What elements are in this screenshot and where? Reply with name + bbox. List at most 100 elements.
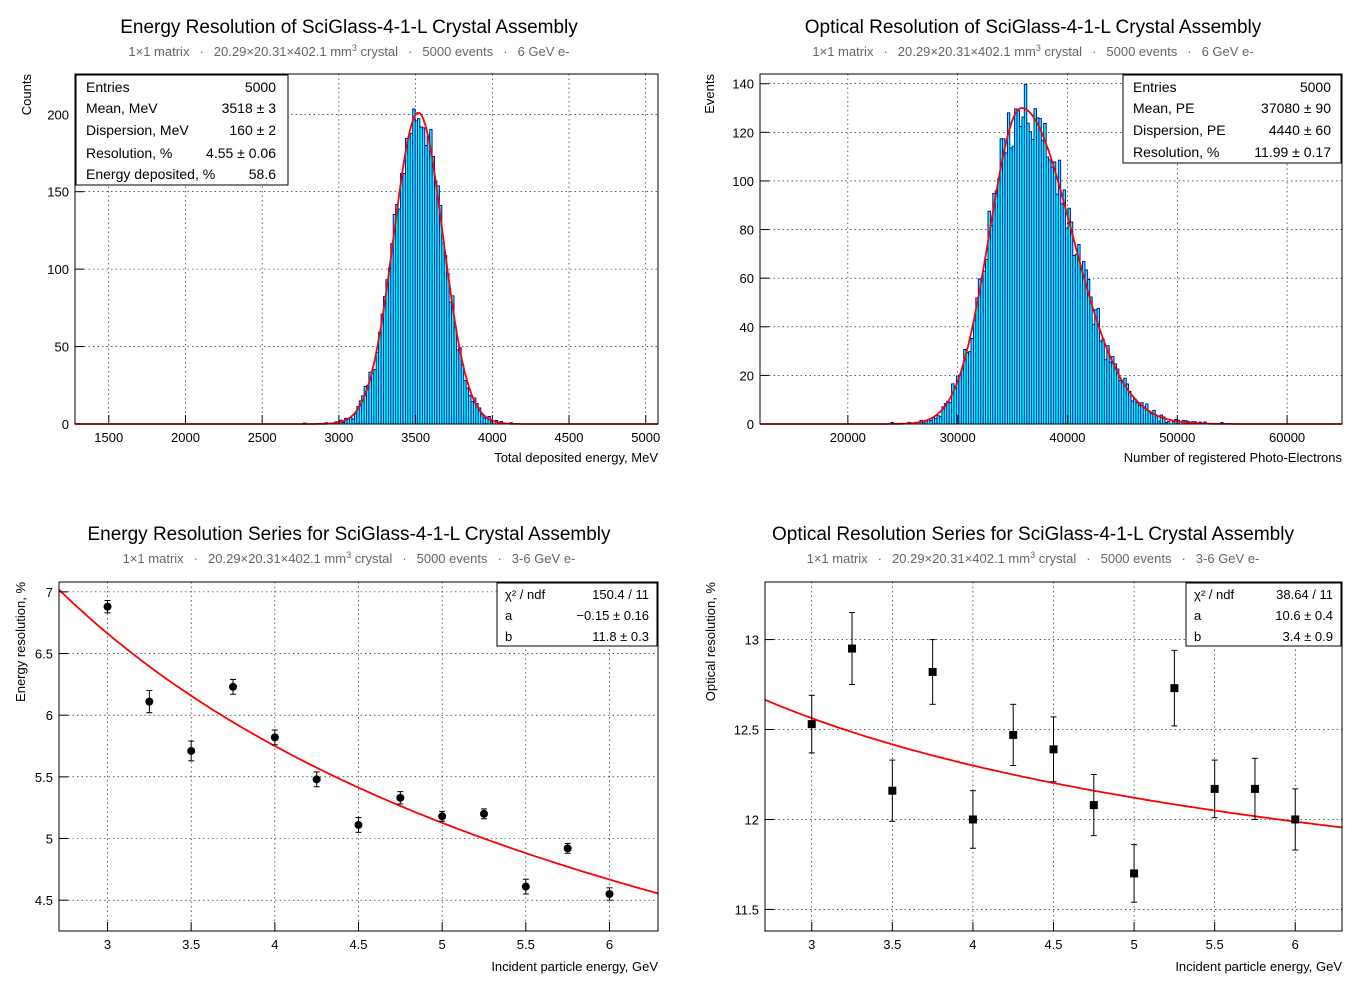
histogram-bar — [1038, 118, 1042, 425]
histogram-bar — [371, 373, 374, 424]
fit-curve — [58, 588, 659, 895]
data-points — [807, 612, 1300, 903]
subtitle-events: 5000 events — [1101, 551, 1172, 566]
x-tick-label: 6 — [1292, 937, 1299, 952]
data-point — [479, 809, 488, 818]
histogram-bar — [1024, 84, 1027, 425]
histogram-bar — [405, 138, 408, 424]
y-tick-label: 100 — [47, 262, 69, 277]
histogram-bar — [1058, 160, 1061, 424]
histogram-bar — [427, 135, 430, 425]
x-tick-label: 4500 — [555, 430, 584, 445]
stats-label: b — [1194, 629, 1201, 644]
stats-label: Mean, MeV — [86, 100, 158, 116]
stats-label: b — [505, 629, 512, 644]
stats-value: 58.6 — [249, 166, 276, 182]
axis-ticks: 1500 2000 2500 3000 3500 4000 4500 5000 0 50 100 15… — [47, 107, 660, 445]
histogram-bar — [1026, 123, 1030, 424]
histogram-bar — [1148, 410, 1151, 424]
histogram-bar — [1046, 157, 1049, 424]
subtitle-events: 5000 events — [422, 44, 493, 59]
histogram-bar — [410, 133, 413, 424]
histogram-bar — [461, 364, 464, 424]
histogram-bar — [356, 406, 360, 424]
histogram-bar — [376, 352, 379, 424]
data-point — [103, 602, 112, 611]
histogram-bar — [1041, 140, 1044, 424]
y-tick-label: 7 — [46, 585, 53, 600]
data-point — [1291, 815, 1300, 824]
histogram-bar — [1034, 108, 1037, 425]
data-point — [270, 733, 279, 742]
histogram-bar — [963, 349, 967, 424]
data-point — [605, 890, 614, 899]
x-tick-label: 3 — [104, 937, 111, 952]
histogram-bar — [436, 185, 440, 424]
histogram-bar — [1000, 138, 1003, 425]
histogram-bar — [1111, 356, 1115, 424]
histogram-bar — [483, 417, 486, 424]
y-tick-label: 13 — [745, 633, 759, 648]
data-point — [229, 682, 238, 691]
stats-label: Entries — [86, 79, 130, 95]
stats-label: χ² / ndf — [505, 587, 545, 602]
histogram-bar — [1116, 369, 1119, 424]
stats-label: Dispersion, PE — [1133, 122, 1226, 138]
fit-curve — [764, 698, 1343, 829]
histogram-bar — [359, 400, 362, 424]
histogram-bar — [978, 279, 981, 424]
chart-subtitle: 1×1 matrix · 20.29×20.31×402.1 mm3 crystal… — [812, 43, 1253, 59]
histogram-bar — [1029, 131, 1032, 424]
x-tick-label: 3.5 — [182, 937, 200, 952]
y-tick-label: 4.5 — [35, 893, 53, 908]
axis-ticks: 20000 30000 40000 50000 60000 0 20 40 60 80 100 120… — [732, 77, 1305, 445]
stats-label: Dispersion, MeV — [86, 122, 189, 138]
stats-value: 5000 — [245, 79, 276, 95]
histogram-bar — [385, 279, 389, 424]
histogram-bar — [1012, 146, 1015, 424]
data-point — [1250, 784, 1259, 793]
histogram-bar — [1150, 413, 1153, 424]
x-tick-label: 20000 — [830, 430, 866, 445]
histogram-bar — [388, 267, 391, 424]
histogram-bar — [1128, 391, 1132, 424]
histogram-bar — [1072, 255, 1076, 424]
y-tick-label: 200 — [47, 107, 69, 122]
data-points — [103, 599, 614, 901]
x-tick-label: 3000 — [324, 430, 353, 445]
histogram-bar — [987, 211, 991, 424]
histogram-bar — [1099, 341, 1102, 424]
histogram-bar — [1135, 402, 1139, 424]
histogram-bar — [992, 193, 996, 424]
histogram-bar — [1140, 402, 1144, 424]
histogram-bar — [347, 419, 350, 424]
histogram-bar — [980, 281, 984, 424]
histogram-bar — [402, 173, 406, 424]
subtitle-events: 5000 events — [417, 551, 488, 566]
histogram-bar — [1104, 359, 1107, 424]
histogram-bar — [1145, 403, 1148, 424]
data-point — [1089, 801, 1098, 810]
histogram-bar — [1097, 308, 1100, 424]
histogram-bar — [985, 259, 988, 424]
y-tick-label: 0 — [62, 417, 69, 432]
stats-value: 10.6 ± 0.4 — [1275, 608, 1333, 623]
histogram-bar — [446, 273, 450, 424]
subtitle-sep: · — [878, 551, 882, 566]
histogram-bar — [395, 204, 399, 424]
data-point — [1130, 869, 1139, 878]
histogram-bar — [1017, 110, 1020, 425]
x-tick-label: 6 — [606, 937, 613, 952]
stats-label: a — [505, 608, 513, 623]
chart-subtitle: 1×1 matrix · 20.29×20.31×402.1 mm3 crystal… — [128, 43, 569, 59]
histogram-bar — [351, 419, 355, 424]
x-axis-label: Number of registered Photo-Electrons — [1124, 450, 1343, 465]
plot-frame — [74, 73, 659, 425]
histogram-bar — [983, 271, 986, 424]
x-tick-label: 60000 — [1269, 430, 1305, 445]
subtitle-sep: · — [1181, 551, 1185, 566]
histogram-bar — [1109, 361, 1112, 424]
y-tick-label: 12 — [745, 812, 759, 827]
stats-value: 11.99 ± 0.17 — [1254, 144, 1331, 160]
histogram-bar — [975, 298, 979, 424]
